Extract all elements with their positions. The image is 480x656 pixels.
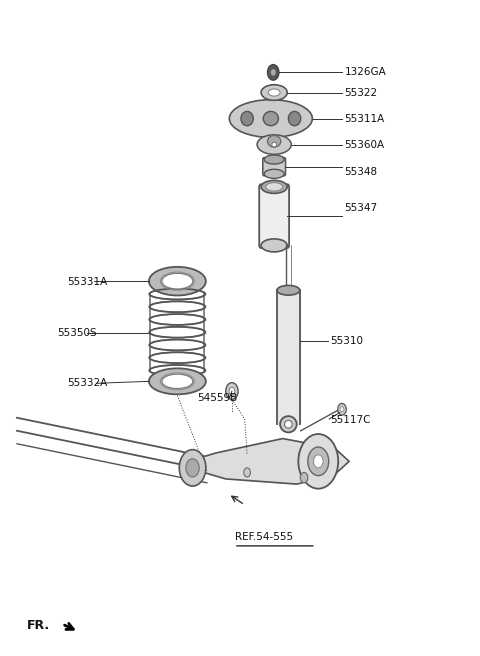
Ellipse shape (257, 135, 291, 154)
Text: 55348: 55348 (344, 167, 377, 177)
Text: 55331A: 55331A (67, 277, 107, 287)
Ellipse shape (280, 416, 297, 432)
FancyBboxPatch shape (259, 184, 289, 248)
Circle shape (267, 64, 279, 80)
Text: 55332A: 55332A (67, 379, 107, 388)
Ellipse shape (162, 274, 193, 289)
Ellipse shape (241, 112, 253, 126)
Text: 55347: 55347 (344, 203, 377, 213)
Text: 55322: 55322 (344, 87, 377, 98)
Circle shape (300, 472, 308, 483)
Ellipse shape (263, 112, 278, 126)
Circle shape (186, 459, 199, 477)
Ellipse shape (261, 85, 287, 100)
Ellipse shape (264, 169, 284, 178)
Text: 54559B: 54559B (197, 392, 238, 403)
Ellipse shape (277, 285, 300, 295)
Text: REF.54-555: REF.54-555 (235, 533, 293, 543)
Ellipse shape (306, 448, 331, 474)
Polygon shape (188, 439, 349, 484)
Ellipse shape (149, 267, 206, 295)
Circle shape (226, 382, 238, 400)
Text: 55311A: 55311A (344, 113, 384, 123)
Text: 55117C: 55117C (330, 415, 371, 425)
Ellipse shape (261, 180, 287, 194)
Text: 55310: 55310 (330, 336, 363, 346)
Circle shape (340, 407, 344, 412)
Ellipse shape (272, 142, 276, 147)
Ellipse shape (267, 136, 281, 147)
Ellipse shape (285, 420, 292, 428)
Ellipse shape (261, 239, 287, 252)
Ellipse shape (265, 182, 283, 191)
Circle shape (271, 69, 276, 75)
Ellipse shape (229, 100, 312, 137)
Circle shape (179, 449, 206, 486)
Ellipse shape (288, 112, 301, 126)
Ellipse shape (149, 368, 206, 394)
FancyBboxPatch shape (263, 157, 286, 176)
Circle shape (313, 455, 323, 468)
Text: 55350S: 55350S (57, 327, 97, 338)
Circle shape (229, 387, 235, 395)
Text: 1326GA: 1326GA (344, 68, 386, 77)
Circle shape (244, 468, 251, 477)
Circle shape (338, 403, 346, 415)
Ellipse shape (162, 374, 193, 388)
Text: FR.: FR. (26, 619, 49, 632)
Ellipse shape (268, 89, 280, 96)
Circle shape (308, 447, 329, 476)
Circle shape (299, 434, 338, 489)
Ellipse shape (264, 155, 284, 164)
Text: 55360A: 55360A (344, 140, 384, 150)
